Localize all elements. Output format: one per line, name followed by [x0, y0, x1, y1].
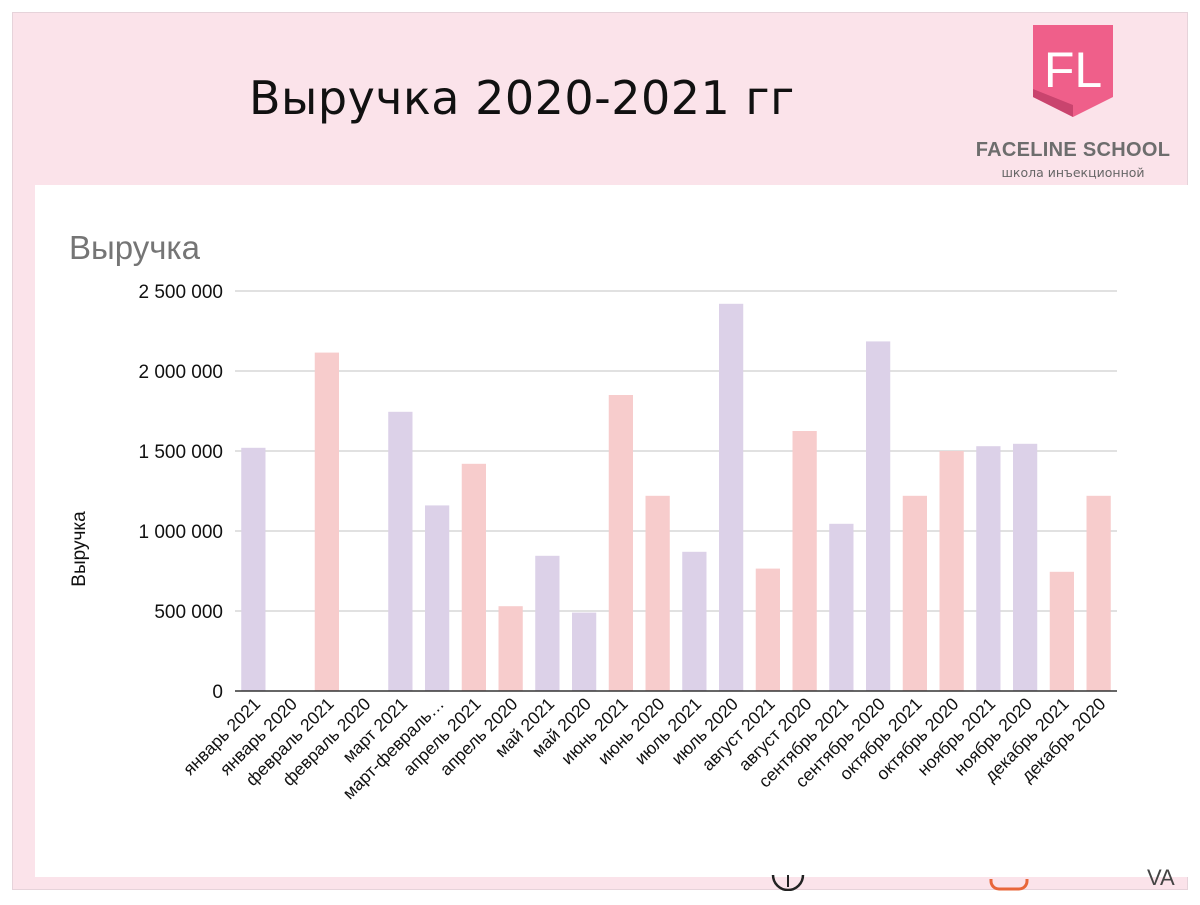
- bar: [424, 505, 450, 691]
- bar: [645, 495, 670, 691]
- bar: [902, 495, 928, 691]
- faceline-logo: FL FACELINE SCHOOL школа инъекционной ко…: [973, 25, 1173, 195]
- bar: [241, 447, 266, 691]
- footer-partial-text: VA: [1147, 865, 1175, 890]
- bar: [792, 431, 817, 691]
- bar: [976, 446, 1001, 691]
- bar: [718, 303, 744, 691]
- y-tick-label: 1 500 000: [138, 442, 223, 463]
- logo-tagline-line1: школа инъекционной: [1001, 165, 1145, 180]
- bar: [939, 451, 964, 691]
- bar: [535, 555, 560, 691]
- globe-icon: [771, 875, 805, 891]
- bar: [314, 352, 340, 691]
- logo-name: FACELINE SCHOOL: [975, 139, 1171, 161]
- y-tick-label: 2 000 000: [138, 362, 223, 383]
- bar: [1086, 495, 1111, 691]
- logo-mark-text: FL: [1044, 42, 1102, 98]
- slide-header: Выручка 2020-2021 гг FL FACELINE SCHOOL …: [13, 13, 1189, 195]
- y-tick-label: 0: [212, 682, 223, 703]
- y-tick-label: 500 000: [154, 602, 223, 623]
- bar: [682, 551, 707, 691]
- bar: [498, 606, 523, 691]
- bar: [388, 411, 413, 691]
- instagram-icon: [989, 879, 1029, 891]
- bar: [829, 523, 854, 691]
- slide-title: Выручка 2020-2021 гг: [249, 71, 795, 125]
- revenue-chart: 0 500 000 1 000 000 1 500 000 2 000 000 2 500…: [69, 282, 1117, 803]
- slide: Выручка 2020-2021 гг FL FACELINE SCHOOL …: [12, 12, 1189, 891]
- bar: [865, 341, 891, 691]
- y-tick-label: 1 000 000: [138, 522, 223, 543]
- chart-card: 0 500 000 1 000 000 1 500 000 2 000 000 2 500…: [35, 185, 1189, 877]
- bar: [461, 463, 487, 691]
- bar: [608, 395, 634, 691]
- y-axis-label: Выручка: [69, 511, 90, 587]
- bar: [1049, 571, 1075, 691]
- bar: [755, 568, 781, 691]
- bar: [1012, 443, 1038, 691]
- logo-mark-icon: FL: [1033, 25, 1113, 117]
- bar: [571, 612, 597, 691]
- chart-title: Выручка: [69, 229, 200, 266]
- y-tick-label: 2 500 000: [138, 282, 223, 303]
